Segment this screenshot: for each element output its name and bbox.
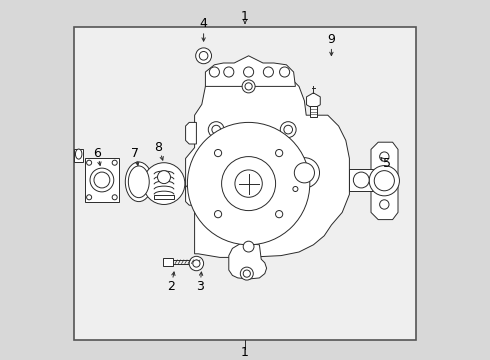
Circle shape	[196, 48, 212, 64]
Bar	[163, 258, 173, 266]
Polygon shape	[74, 149, 83, 162]
Text: 7: 7	[131, 147, 139, 159]
Circle shape	[112, 160, 117, 165]
Text: 3: 3	[196, 280, 204, 293]
Circle shape	[284, 190, 293, 199]
Circle shape	[235, 170, 262, 197]
Circle shape	[193, 260, 200, 267]
Circle shape	[280, 67, 290, 77]
Circle shape	[87, 160, 92, 165]
Circle shape	[240, 267, 253, 280]
Circle shape	[208, 122, 224, 138]
Circle shape	[353, 172, 369, 188]
Circle shape	[212, 194, 220, 202]
Circle shape	[242, 80, 255, 93]
Bar	[310, 106, 317, 117]
Circle shape	[112, 195, 117, 200]
Circle shape	[263, 67, 273, 77]
Circle shape	[187, 122, 310, 245]
Text: 4: 4	[199, 17, 208, 30]
Circle shape	[212, 125, 220, 134]
Circle shape	[90, 168, 114, 192]
Circle shape	[215, 211, 221, 218]
Ellipse shape	[125, 162, 152, 202]
Polygon shape	[307, 93, 320, 109]
Text: 5: 5	[383, 157, 391, 170]
Bar	[85, 158, 119, 202]
Circle shape	[284, 125, 293, 134]
Circle shape	[208, 190, 224, 206]
Circle shape	[189, 256, 204, 271]
Text: 1: 1	[241, 346, 249, 359]
Text: 9: 9	[327, 33, 335, 46]
Text: 8: 8	[155, 141, 163, 154]
Polygon shape	[186, 122, 196, 144]
Text: 6: 6	[94, 147, 101, 159]
Polygon shape	[186, 184, 196, 205]
Circle shape	[374, 171, 394, 191]
Circle shape	[157, 171, 171, 184]
Circle shape	[245, 83, 252, 90]
Ellipse shape	[128, 166, 149, 198]
Circle shape	[221, 157, 275, 211]
Circle shape	[143, 163, 185, 204]
Polygon shape	[205, 56, 295, 86]
Text: 2: 2	[167, 280, 175, 293]
Ellipse shape	[75, 149, 82, 159]
Polygon shape	[371, 142, 398, 220]
Circle shape	[293, 186, 298, 192]
Circle shape	[215, 149, 221, 157]
Bar	[74, 27, 416, 340]
Circle shape	[275, 211, 283, 218]
Circle shape	[289, 158, 319, 188]
Circle shape	[244, 67, 254, 77]
Text: 1: 1	[241, 10, 249, 23]
Circle shape	[243, 270, 250, 277]
Circle shape	[87, 195, 92, 200]
Circle shape	[291, 185, 300, 193]
Circle shape	[380, 152, 389, 161]
Circle shape	[275, 149, 283, 157]
Circle shape	[199, 51, 208, 60]
Polygon shape	[229, 243, 267, 279]
Circle shape	[224, 67, 234, 77]
Circle shape	[209, 67, 220, 77]
Circle shape	[94, 172, 110, 188]
Bar	[154, 195, 174, 199]
Circle shape	[280, 186, 296, 202]
Circle shape	[243, 241, 254, 252]
Circle shape	[294, 163, 315, 183]
Bar	[349, 169, 373, 191]
Circle shape	[280, 122, 296, 138]
Circle shape	[369, 166, 399, 196]
Circle shape	[380, 200, 389, 209]
Polygon shape	[186, 65, 349, 257]
